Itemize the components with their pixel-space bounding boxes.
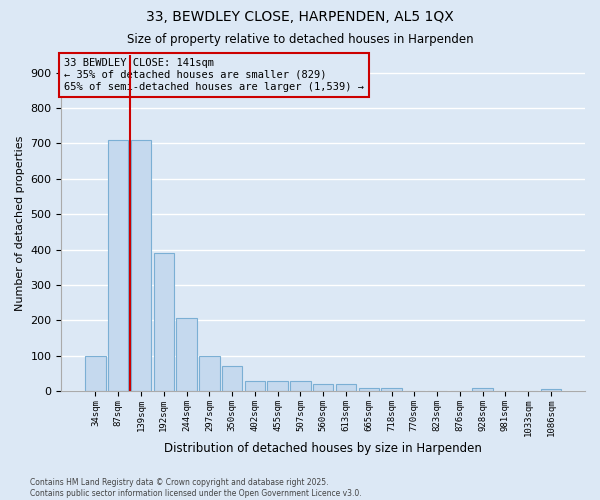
Bar <box>199 356 220 391</box>
Bar <box>359 388 379 391</box>
Bar <box>85 356 106 391</box>
Bar <box>268 380 288 391</box>
Bar <box>176 318 197 391</box>
Bar <box>381 388 402 391</box>
Bar <box>245 380 265 391</box>
Bar <box>222 366 242 391</box>
X-axis label: Distribution of detached houses by size in Harpenden: Distribution of detached houses by size … <box>164 442 482 455</box>
Bar <box>472 388 493 391</box>
Text: Contains HM Land Registry data © Crown copyright and database right 2025.
Contai: Contains HM Land Registry data © Crown c… <box>30 478 362 498</box>
Bar <box>290 380 311 391</box>
Bar <box>313 384 334 391</box>
Bar <box>154 253 174 391</box>
Bar <box>108 140 128 391</box>
Text: Size of property relative to detached houses in Harpenden: Size of property relative to detached ho… <box>127 32 473 46</box>
Bar <box>131 140 151 391</box>
Bar <box>541 390 561 391</box>
Text: 33, BEWDLEY CLOSE, HARPENDEN, AL5 1QX: 33, BEWDLEY CLOSE, HARPENDEN, AL5 1QX <box>146 10 454 24</box>
Text: 33 BEWDLEY CLOSE: 141sqm
← 35% of detached houses are smaller (829)
65% of semi-: 33 BEWDLEY CLOSE: 141sqm ← 35% of detach… <box>64 58 364 92</box>
Y-axis label: Number of detached properties: Number of detached properties <box>15 136 25 311</box>
Bar <box>336 384 356 391</box>
